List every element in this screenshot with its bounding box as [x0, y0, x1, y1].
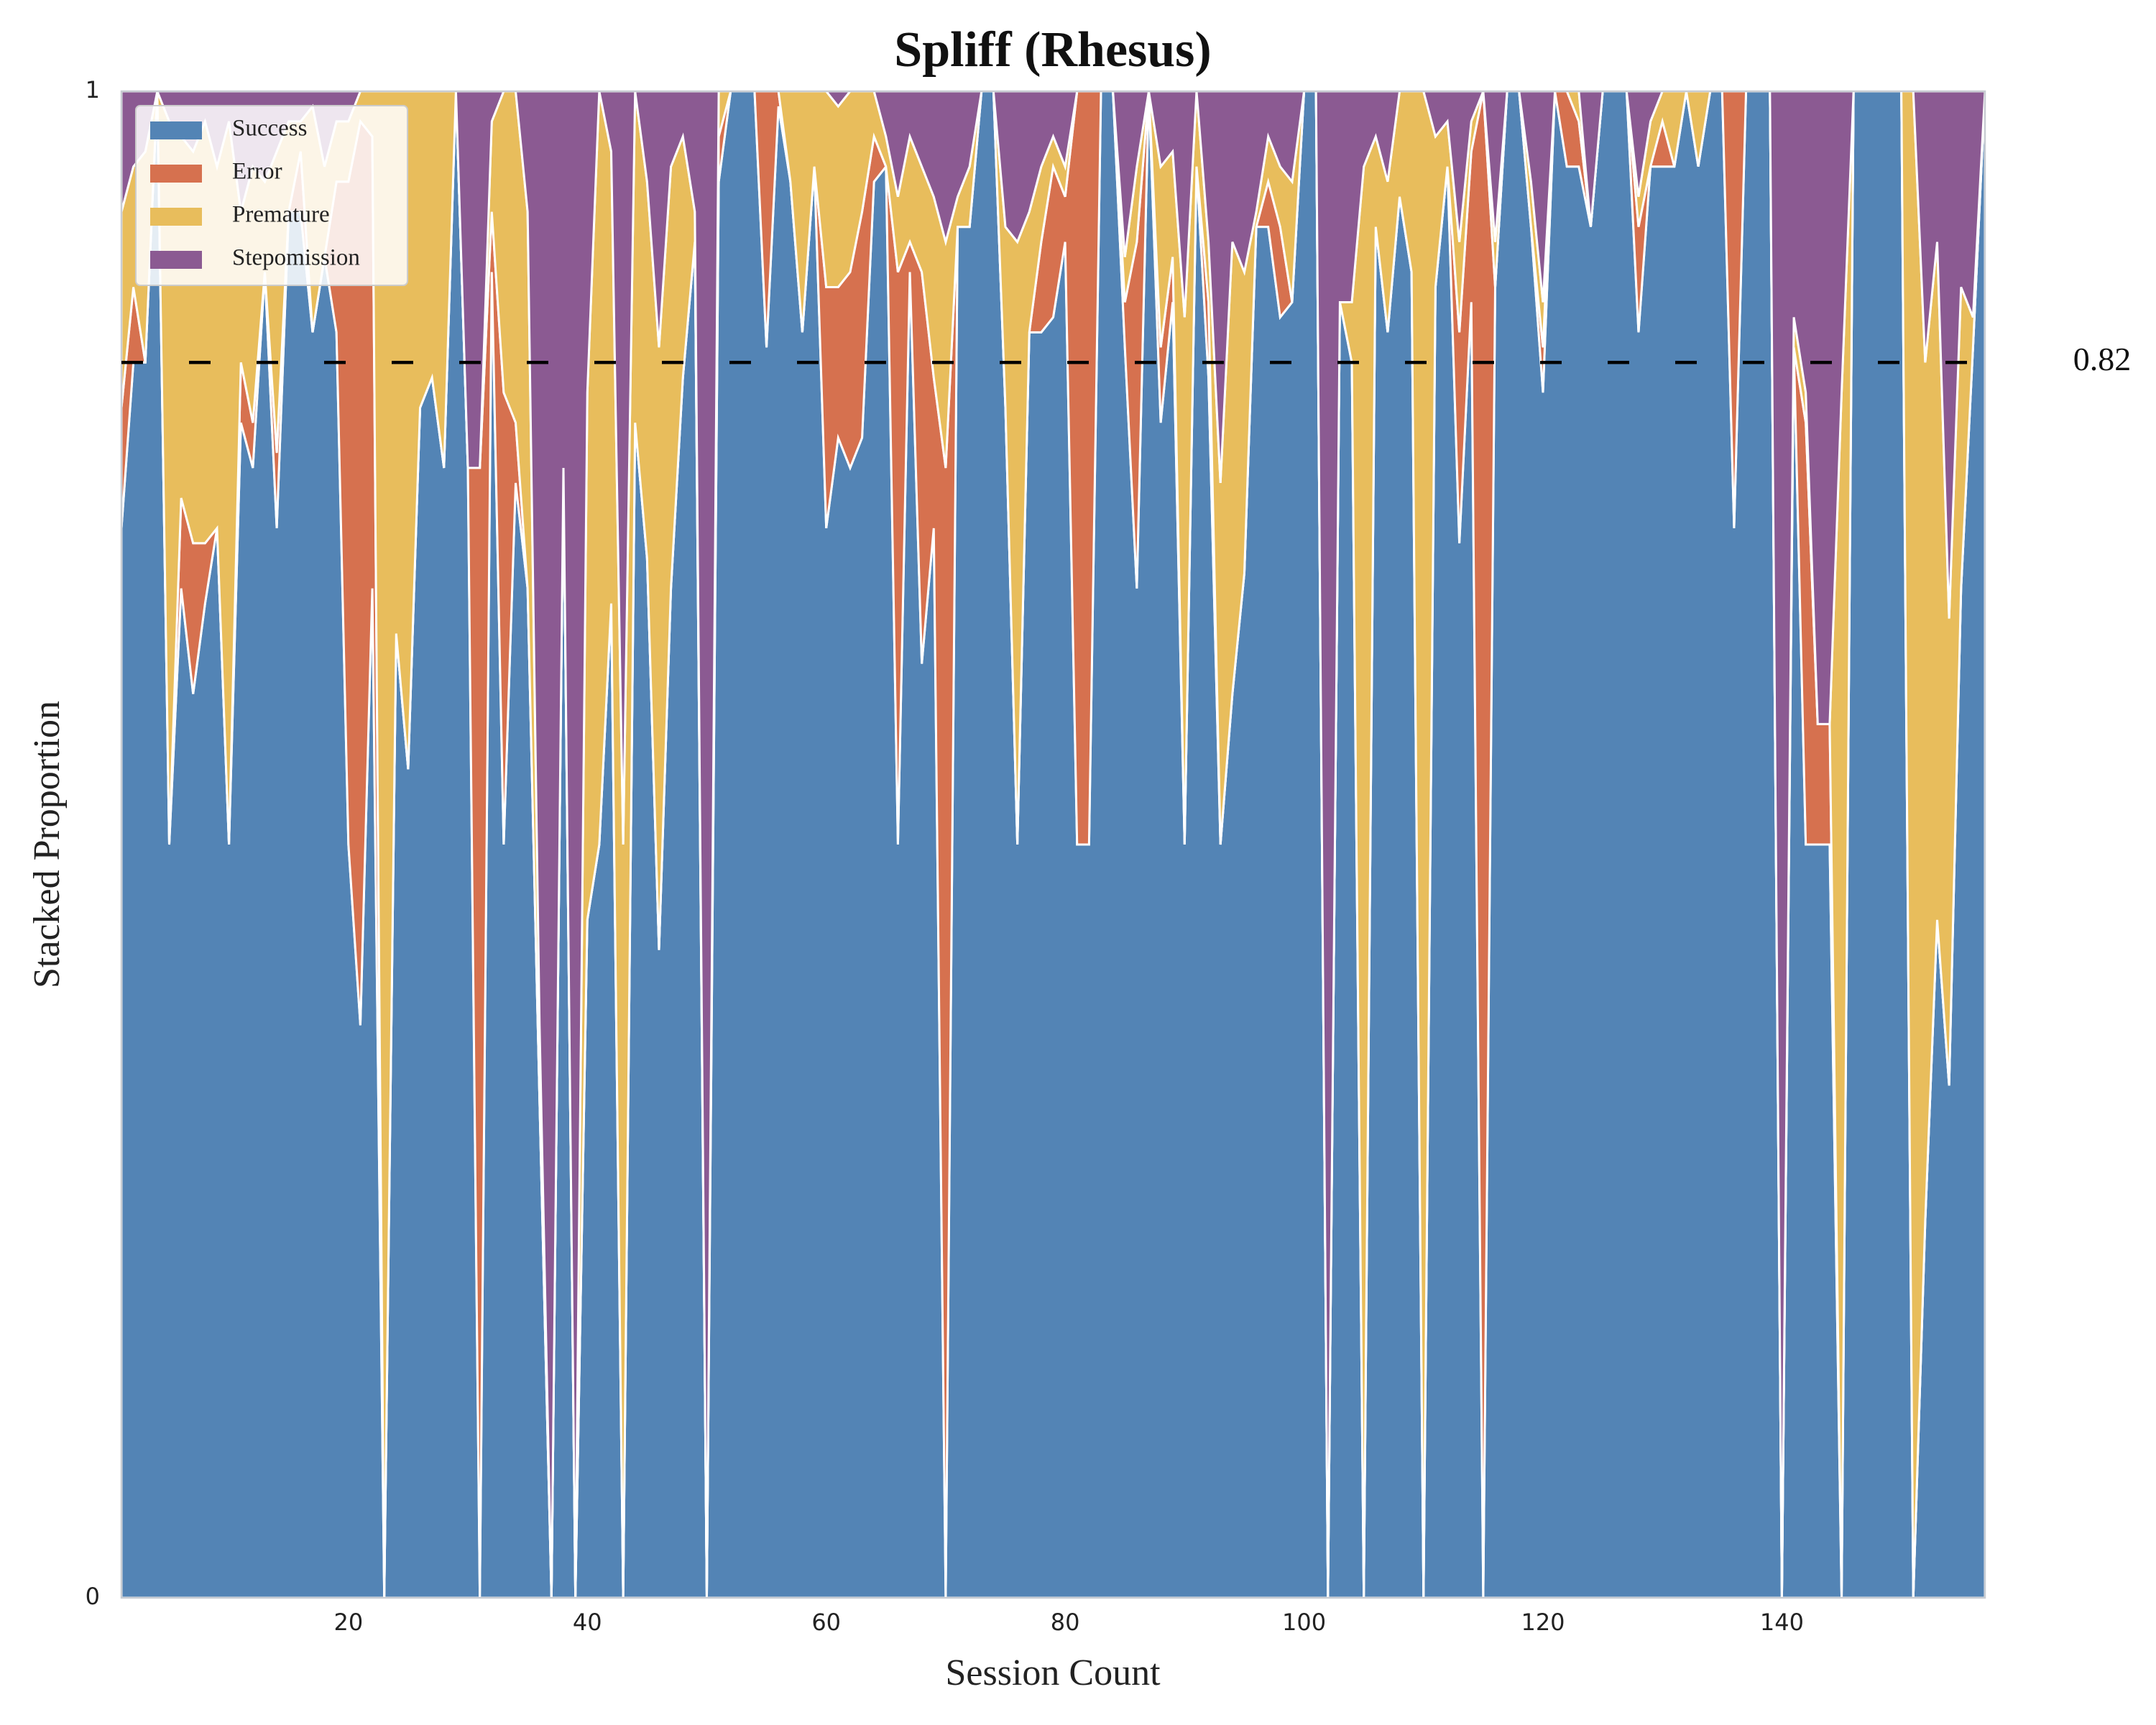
legend-swatch — [150, 165, 202, 183]
legend-box — [135, 105, 408, 286]
legend: Success Error Premature Stepomission — [135, 105, 408, 286]
legend-label: Premature — [232, 202, 330, 228]
legend-swatch — [150, 121, 202, 139]
x-axis-label: Session Count — [945, 1652, 1161, 1693]
y-axis-label: Stacked Proportion — [27, 701, 68, 988]
x-tick-label: 20 — [333, 1609, 363, 1636]
plot-area — [120, 87, 1986, 1599]
legend-label: Success — [232, 116, 307, 142]
x-tick-label: 140 — [1760, 1609, 1804, 1636]
chart-title: Spliff (Rhesus) — [894, 22, 1211, 78]
x-tick-label: 100 — [1282, 1609, 1326, 1636]
y-tick-label: 0 — [86, 1583, 100, 1610]
x-tick-label: 40 — [573, 1609, 602, 1636]
x-tick-label: 80 — [1051, 1609, 1080, 1636]
legend-swatch — [150, 251, 202, 269]
x-tick-label: 120 — [1521, 1609, 1565, 1636]
reference-label: 0.82 — [2073, 341, 2132, 377]
legend-swatch — [150, 208, 202, 226]
legend-label: Stepomission — [232, 245, 360, 271]
plot-frame — [120, 90, 1986, 1599]
x-tick-label: 60 — [811, 1609, 841, 1636]
y-tick-label: 1 — [86, 76, 100, 104]
legend-label: Error — [232, 159, 282, 185]
